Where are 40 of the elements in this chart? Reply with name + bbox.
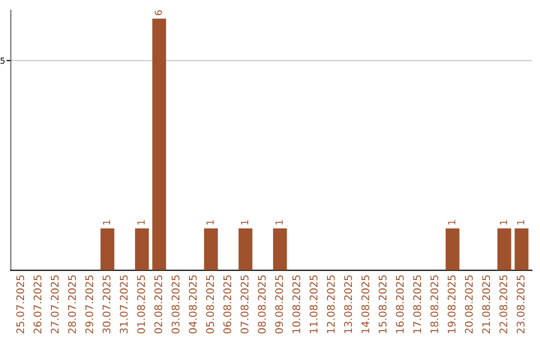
data-label: 1 <box>517 220 524 225</box>
y-tick-label: 5 <box>0 58 5 64</box>
x-tick-label: 05.08.2025 <box>206 275 214 334</box>
x-tick-label: 02.08.2025 <box>154 275 162 334</box>
x-tick-label: 21.08.2025 <box>482 275 490 334</box>
x-tick-label: 07.08.2025 <box>240 275 248 334</box>
data-label: 1 <box>103 220 110 225</box>
x-tick-label: 13.08.2025 <box>344 275 352 333</box>
x-tick-label: 04.08.2025 <box>188 275 197 334</box>
x-tick-label: 23.08.2025 <box>516 275 525 334</box>
x-tick-label: 22.08.2025 <box>499 275 508 334</box>
x-tick-label: 19.08.2025 <box>448 275 456 333</box>
x-tick-label: 15.08.2025 <box>378 275 387 333</box>
data-label: 1 <box>276 220 283 225</box>
x-tick-label: 09.08.2025 <box>275 275 283 334</box>
x-tick-label: 14.08.2025 <box>361 275 370 333</box>
x-tick-label: 20.08.2025 <box>464 275 473 334</box>
x-tick-label: 08.08.2025 <box>258 275 266 334</box>
x-tick-label: 27.07.2025 <box>50 275 59 334</box>
x-tick-label: 03.08.2025 <box>172 275 180 334</box>
data-label: 1 <box>206 220 214 225</box>
x-tick-label: 11.08.2025 <box>310 275 318 333</box>
data-label: 1 <box>500 220 507 225</box>
x-tick-label: 17.08.2025 <box>413 275 422 333</box>
x-tick-label: 31.07.2025 <box>120 275 128 334</box>
x-tick-label: 12.08.2025 <box>326 275 335 333</box>
x-tick-label: 29.07.2025 <box>85 275 94 334</box>
x-tick-label: 28.07.2025 <box>68 275 76 334</box>
x-tick-label: 25.07.2025 <box>16 275 24 334</box>
x-tick-label: 26.07.2025 <box>34 275 42 334</box>
x-tick-label: 30.07.2025 <box>102 275 110 334</box>
data-label: 1 <box>448 220 456 225</box>
data-label: 1 <box>241 220 248 225</box>
x-tick-label: 01.08.2025 <box>137 275 145 334</box>
data-label: 1 <box>138 220 145 225</box>
x-tick-label: 06.08.2025 <box>223 275 232 334</box>
x-tick-label: 16.08.2025 <box>396 275 404 333</box>
data-label: 6 <box>154 10 162 16</box>
x-tick-label: 18.08.2025 <box>430 275 438 333</box>
x-tick-label: 10.08.2025 <box>292 275 300 333</box>
